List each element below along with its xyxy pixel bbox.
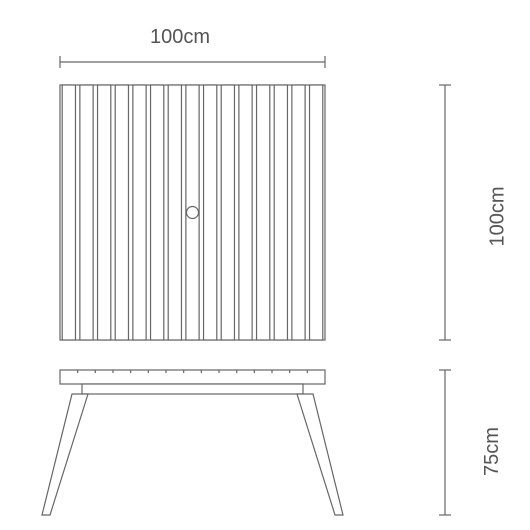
dimension-width-label: 100cm [150,26,210,49]
drawing-svg [0,0,530,530]
furniture-dimension-diagram: { "canvas": { "w": 530, "h": 530, "bg": … [0,0,530,530]
dimension-height-top-label: 100cm [487,186,510,246]
dimension-height-side-label: 75cm [481,427,504,476]
